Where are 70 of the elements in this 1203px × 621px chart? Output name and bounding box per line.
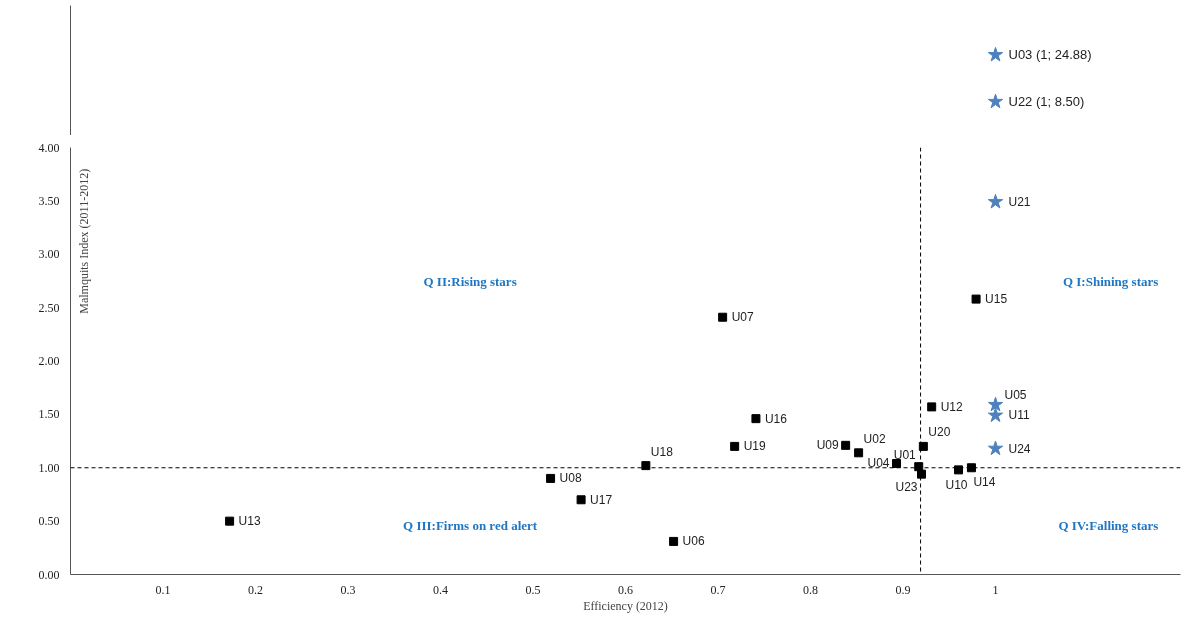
point <box>225 516 235 526</box>
point <box>751 414 761 424</box>
data-label: U05 <box>1004 387 1027 402</box>
point <box>730 441 740 451</box>
point <box>927 402 937 412</box>
data-label: U14 <box>973 474 996 489</box>
y-axis-title: Malmquits Index (2011-2012) <box>76 168 91 314</box>
x-tick-label: 0.1 <box>155 582 171 597</box>
x-tick-label: 1 <box>992 582 999 597</box>
data-label: U20 <box>928 425 951 440</box>
point <box>669 536 679 546</box>
point <box>546 473 556 483</box>
data-label: U09 <box>816 438 839 453</box>
point <box>892 458 902 468</box>
y-tick-label: 3.50 <box>38 193 60 208</box>
data-label: U12 <box>940 399 964 414</box>
point <box>641 461 651 471</box>
point <box>971 294 981 304</box>
y-tick-label: 1.50 <box>38 407 60 422</box>
data-label: U17 <box>590 492 613 507</box>
point <box>841 440 851 450</box>
data-label: U03 (1; 24.88) <box>1008 47 1092 63</box>
point <box>987 193 1004 209</box>
data-label: U06 <box>682 534 705 549</box>
data-label: U08 <box>559 471 582 486</box>
y-tick-label: 3.00 <box>38 247 60 262</box>
y-tick-label: 2.50 <box>38 300 60 315</box>
y-tick-label: 0.00 <box>38 567 60 582</box>
point <box>854 448 864 458</box>
data-label: U18 <box>650 444 674 459</box>
annotation: Q I:Shining stars <box>1062 274 1159 290</box>
point <box>987 440 1004 456</box>
x-tick-label: 0.6 <box>618 582 633 597</box>
point <box>987 407 1004 423</box>
y-tick-label: 4.00 <box>38 140 60 155</box>
annotation: Q II:Rising stars <box>423 274 517 290</box>
x-tick-label: 0.7 <box>710 582 726 597</box>
point <box>918 441 928 451</box>
annotation: Q IV:Falling stars <box>1058 518 1159 534</box>
data-label: U01 <box>893 447 917 462</box>
data-label: U11 <box>1008 408 1030 423</box>
point <box>718 312 728 322</box>
x-tick-label: 0.3 <box>340 582 356 597</box>
data-label: U15 <box>985 292 1008 307</box>
point <box>987 396 1004 412</box>
point <box>954 465 963 475</box>
x-tick-label: 0.5 <box>525 582 541 597</box>
data-label: U21 <box>1008 194 1031 209</box>
data-label: U19 <box>743 439 766 454</box>
data-label: U23 <box>895 480 918 495</box>
annotation: Q III:Firms on red alert <box>403 518 538 534</box>
x-tick-label: 0.4 <box>433 582 448 597</box>
point <box>917 469 926 479</box>
y-tick-label: 0.50 <box>38 514 60 529</box>
data-label: U22 (1; 8.50) <box>1008 94 1085 110</box>
x-axis-title: Efficiency (2012) <box>583 598 668 613</box>
data-label: U07 <box>731 310 754 325</box>
point <box>576 495 586 505</box>
x-tick-label: 0.2 <box>248 582 263 597</box>
y-tick-label: 1.00 <box>38 460 60 475</box>
data-label: U13 <box>238 514 261 529</box>
x-tick-label: 0.9 <box>895 582 911 597</box>
data-label: U24 <box>1008 441 1031 456</box>
data-label: U16 <box>764 411 788 426</box>
y-tick-label: 2.00 <box>38 354 60 368</box>
x-tick-label: 0.8 <box>803 582 818 597</box>
data-label: U04 <box>867 456 890 471</box>
data-label: U10 <box>945 477 968 492</box>
point <box>966 463 976 473</box>
data-label: U02 <box>863 431 886 446</box>
